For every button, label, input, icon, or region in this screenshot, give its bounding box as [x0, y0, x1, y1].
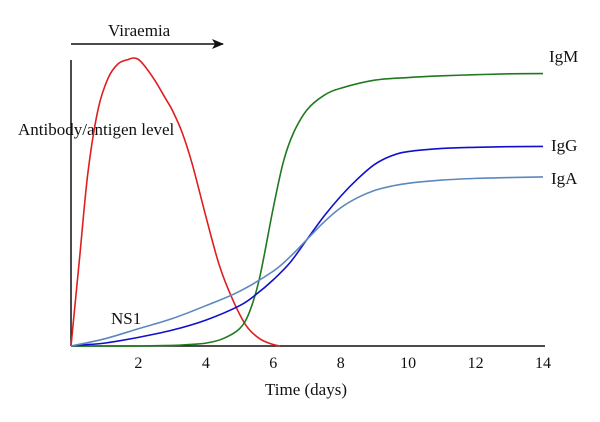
series-label-igg: IgG — [551, 136, 577, 155]
series-line-igm — [71, 72, 544, 347]
y-axis-label: Antibody/antigen level — [18, 120, 175, 139]
series-label-iga: IgA — [551, 169, 578, 188]
x-tick-label-8: 8 — [337, 355, 345, 372]
x-tick-label-10: 10 — [400, 355, 416, 372]
series-label-ns1: NS1 — [111, 309, 141, 328]
series-line-iga — [70, 176, 544, 347]
series-label-igm: IgM — [549, 47, 578, 66]
series-lines — [70, 57, 544, 347]
x-axis-label: Time (days) — [265, 380, 347, 399]
x-tick-label-14: 14 — [535, 355, 551, 372]
x-tick-label-4: 4 — [202, 355, 210, 372]
series-line-igg — [70, 145, 544, 347]
series-line-ns1 — [70, 57, 281, 347]
viraemia-label: Viraemia — [108, 21, 171, 40]
x-tick-label-12: 12 — [468, 355, 484, 372]
x-tick-labels: 2 4 6 8 10 12 14 — [134, 355, 551, 372]
x-tick-label-6: 6 — [269, 355, 277, 372]
x-tick-label-2: 2 — [134, 355, 142, 372]
